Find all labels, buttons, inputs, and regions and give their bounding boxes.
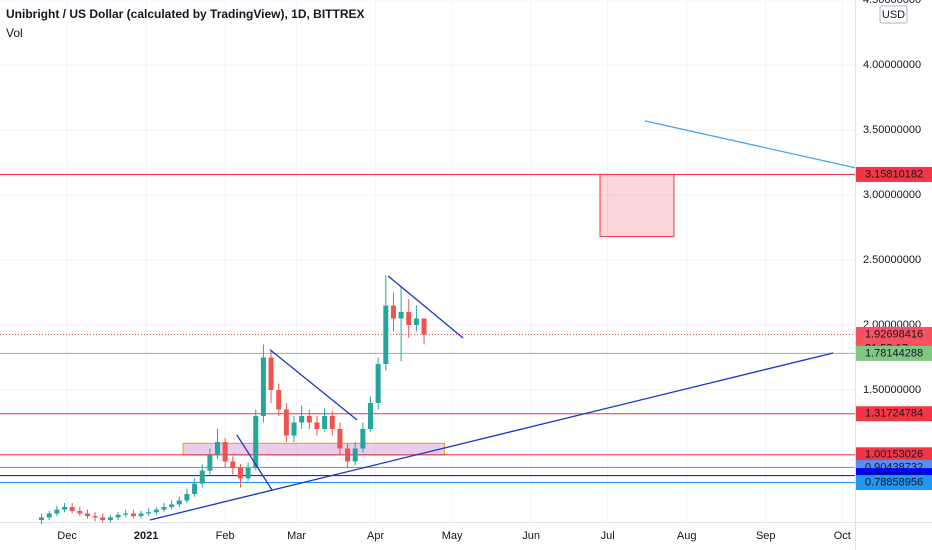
candle-body <box>368 403 374 429</box>
candle-body <box>390 305 396 319</box>
candle-body <box>337 429 343 449</box>
candle-body <box>176 500 182 505</box>
y-tick-label: 4.50000000 <box>863 0 921 6</box>
candle-body <box>268 357 274 390</box>
y-tick-label: 1.50000000 <box>863 384 921 396</box>
price-tag <box>856 345 932 361</box>
candle-body <box>107 517 113 520</box>
candle-body <box>291 422 297 436</box>
price-tag-label: 0.78858956 <box>865 476 923 488</box>
price-tag-label: 1.92698416 <box>865 328 923 340</box>
y-tick-label: 3.50000000 <box>863 124 921 136</box>
x-tick-label: Jul <box>601 530 615 542</box>
candle-body <box>46 513 52 518</box>
candle-body <box>146 512 152 514</box>
candle-body <box>352 448 358 462</box>
candle-body <box>375 364 381 403</box>
candle-body <box>184 494 190 501</box>
candle-body <box>237 468 243 479</box>
x-tick-label: Sep <box>756 530 776 542</box>
candle-body <box>276 390 282 410</box>
candle-body <box>253 416 259 468</box>
candle-body <box>39 517 45 520</box>
candle-body <box>383 305 389 364</box>
x-tick-label: Feb <box>216 530 235 542</box>
price-tag-label: 1.00153026 <box>865 449 923 461</box>
currency-label[interactable]: USD <box>882 9 905 21</box>
candle-body <box>54 509 60 514</box>
currency-box[interactable] <box>879 5 908 24</box>
x-tick-label: Oct <box>834 530 851 542</box>
x-tick-label: Aug <box>677 530 697 542</box>
price-tag <box>856 406 932 422</box>
volume-label: Vol <box>6 26 23 40</box>
candle-body <box>260 357 266 416</box>
x-tick-label: 2021 <box>134 530 158 542</box>
candle-body <box>92 516 98 518</box>
y-tick-label: 2.50000000 <box>863 254 921 266</box>
candle-body <box>84 513 90 517</box>
candle-body <box>222 442 228 462</box>
candle-body <box>77 510 83 514</box>
candle-body <box>130 513 136 517</box>
candle-body <box>199 470 205 484</box>
candle-body <box>360 429 366 449</box>
candle-body <box>161 507 167 510</box>
candle-body <box>169 504 175 507</box>
x-tick-label: May <box>442 530 463 542</box>
zone-rectangle <box>182 442 445 456</box>
price-tag-label: 1.78144288 <box>865 347 923 359</box>
candle-body <box>283 409 289 436</box>
zone-rectangle <box>599 173 675 238</box>
candle-body <box>406 312 412 325</box>
candle-body <box>138 513 144 517</box>
price-tag-label: 3.15810182 <box>865 168 923 180</box>
candle-body <box>100 517 106 520</box>
candle-body <box>322 416 328 429</box>
candle-body <box>245 468 251 479</box>
trend-line <box>269 349 358 421</box>
candle-body <box>421 318 427 335</box>
price-tag <box>856 474 932 490</box>
price-tag-label: 1.31724784 <box>865 408 923 420</box>
candle-body <box>215 442 221 455</box>
y-tick-label: 3.00000000 <box>863 189 921 201</box>
price-tag <box>856 166 932 182</box>
trend-line <box>149 352 834 521</box>
candle-body <box>207 455 213 471</box>
x-tick-label: Jun <box>522 530 540 542</box>
trend-line <box>236 434 273 491</box>
candle-body <box>153 509 159 513</box>
y-tick-label: 4.00000000 <box>863 59 921 71</box>
price-tag <box>856 447 932 463</box>
x-tick-label: Mar <box>287 530 306 542</box>
candle-body <box>398 312 404 319</box>
candle-body <box>413 318 419 325</box>
x-tick-label: Dec <box>57 530 77 542</box>
chart-title: Unibright / US Dollar (calculated by Tra… <box>6 7 365 21</box>
candle-body <box>115 514 121 518</box>
candle-body <box>306 416 312 423</box>
candle-body <box>345 448 351 462</box>
trend-line <box>644 120 856 169</box>
candle-body <box>314 422 320 429</box>
candle-body <box>192 483 198 494</box>
candle-body <box>299 416 305 423</box>
candle-body <box>329 416 335 429</box>
candle-body <box>69 507 75 511</box>
x-tick-label: Apr <box>367 530 384 542</box>
trend-line <box>387 275 464 339</box>
candle-body <box>123 513 129 515</box>
candle-body <box>230 461 236 468</box>
candle-body <box>62 507 68 510</box>
